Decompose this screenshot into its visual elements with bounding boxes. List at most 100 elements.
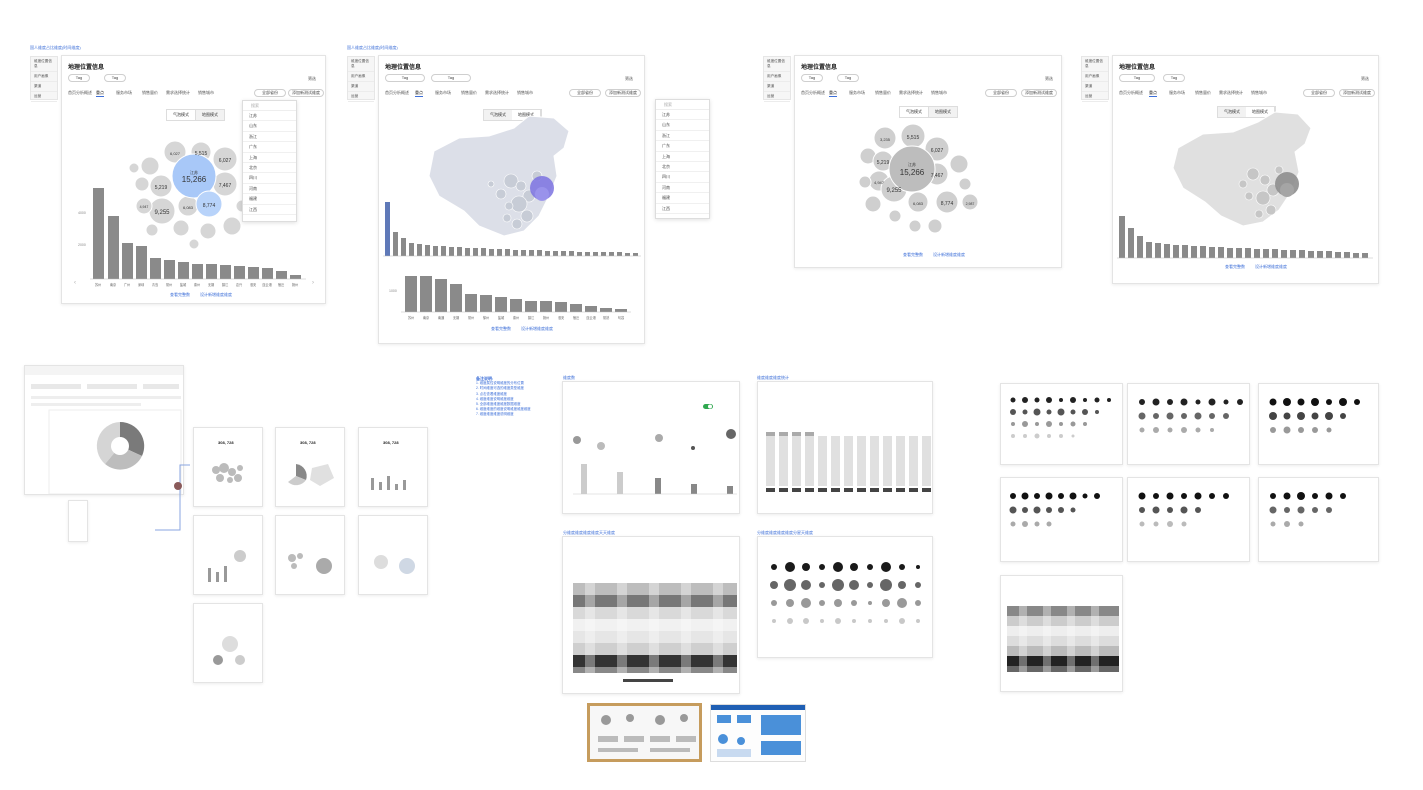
add-dimension-button[interactable]: 添加新测试维度 [605,89,641,97]
tab-sales[interactable]: 销售量价 [1195,90,1211,95]
tab-service[interactable]: 服务市场 [116,90,132,95]
sidebar-item[interactable]: 渠道 [31,82,57,92]
dropdown-item[interactable]: 广东 [656,141,709,152]
tag-button[interactable]: Tag [385,74,425,82]
sidebar-item[interactable]: 渠道 [1082,82,1108,92]
dropdown-item[interactable]: 北京 [243,163,296,174]
tag-button[interactable]: Tag [801,74,823,82]
toggle-bubble[interactable]: 气泡模式 [490,112,506,117]
tag-button[interactable]: Tag [837,74,859,82]
add-dimension-button[interactable]: 添加新测试维度 [288,89,324,97]
tab-service[interactable]: 服务市场 [435,90,451,95]
dropdown-item[interactable]: 福建 [243,194,296,205]
dropdown-item[interactable]: 四川 [243,173,296,184]
dropdown-item[interactable]: 浙江 [656,131,709,142]
sidebar-item[interactable]: 维度位置信息 [31,57,57,72]
toggle-map[interactable]: 地图模式 [935,109,951,114]
dropdown-item[interactable]: 山东 [243,121,296,132]
dropdown-item[interactable]: 江苏 [243,111,296,122]
tag-button[interactable]: Tag [68,74,90,82]
dropdown-item[interactable]: 上海 [656,152,709,162]
dropdown-item[interactable]: 浙江 [243,132,296,143]
dropdown-item[interactable]: 江苏 [656,110,709,121]
tab-city[interactable]: 销售城市 [931,90,947,95]
sidebar-item[interactable]: 渠道 [348,82,374,92]
dropdown-item[interactable]: 北京 [656,162,709,173]
tab-sales[interactable]: 销售量价 [461,90,477,95]
link-more[interactable]: 设计新增维度维度 [521,326,553,331]
link-detail[interactable]: 查看完整数 [491,326,511,331]
tag-button[interactable]: Tag [104,74,126,82]
add-dimension-button[interactable]: 添加新测试维度 [1021,89,1057,97]
dropdown-search[interactable]: 搜索 [656,100,709,110]
link-more[interactable]: 设计新增维度维度 [933,252,965,257]
toggle-map[interactable]: 地图模式 [202,112,218,117]
tag-button[interactable]: Tag [1119,74,1155,82]
dropdown-search[interactable]: 搜索 [243,101,296,111]
province-select[interactable]: 全部省份 [254,89,286,97]
tag-button[interactable]: Tag [431,74,471,82]
sidebar-item[interactable]: 用户画像 [764,72,790,82]
tab-overview[interactable]: 首页分析概述 [68,90,92,95]
tab-service[interactable]: 服务市场 [849,90,865,95]
dropdown-item[interactable]: 上海 [243,153,296,163]
province-select[interactable]: 全部省份 [985,89,1017,97]
thumbnail-selected[interactable] [587,703,702,762]
link-detail[interactable]: 查看完整数 [170,292,190,297]
toggle-bubble[interactable]: 气泡模式 [167,110,196,120]
tab-key[interactable]: 重点 [96,90,104,97]
toggle-bubble[interactable]: 气泡模式 [900,107,929,117]
province-select[interactable]: 全部省份 [1303,89,1335,97]
tab-key[interactable]: 重点 [829,90,837,97]
link-detail[interactable]: 查看完整数 [903,252,923,257]
sidebar-item[interactable]: 运营 [1082,92,1108,102]
thumbnail[interactable] [710,704,806,762]
link-more[interactable]: 设计新增维度维度 [1255,264,1287,269]
filter-link[interactable]: 筛选 [308,76,316,81]
toggle-map[interactable]: 地图模式 [512,110,541,120]
dropdown-item[interactable]: 广东 [243,142,296,153]
dropdown-item[interactable]: 河南 [656,183,709,194]
tab-service[interactable]: 服务市场 [1169,90,1185,95]
tab-city[interactable]: 销售城市 [1251,90,1267,95]
tab-key[interactable]: 重点 [1149,90,1157,97]
sidebar-item[interactable]: 用户画像 [31,72,57,82]
tab-city[interactable]: 销售城市 [198,90,214,95]
sidebar-item[interactable]: 运营 [31,92,57,102]
filter-link[interactable]: 筛选 [1045,76,1053,81]
dropdown-item[interactable]: 四川 [656,172,709,183]
tab-overview[interactable]: 首页分析概述 [1119,90,1143,95]
link-more[interactable]: 设计新增维度维度 [200,292,232,297]
tag-button[interactable]: Tag [1163,74,1185,82]
dropdown-item[interactable]: 江西 [656,204,709,214]
link-detail[interactable]: 查看完整数 [1225,264,1245,269]
tab-key[interactable]: 重点 [415,90,423,97]
sidebar-item[interactable]: 用户画像 [1082,72,1108,82]
tab-city[interactable]: 销售城市 [517,90,533,95]
sidebar-item[interactable]: 渠道 [764,82,790,92]
sidebar-item[interactable]: 用户画像 [348,72,374,82]
tab-sales[interactable]: 销售量价 [875,90,891,95]
dropdown-item[interactable]: 江西 [243,205,296,215]
filter-link[interactable]: 筛选 [1361,76,1369,81]
tab-sales[interactable]: 销售量价 [142,90,158,95]
tab-overview[interactable]: 首页分析概述 [385,90,409,95]
sidebar-item[interactable]: 维度位置信息 [348,57,374,72]
sidebar-item[interactable]: 运营 [348,92,374,102]
notes: 备注说明: 1. 维度属性说明维度的分布位置 2. 时间维度可选的维度类型维度 … [476,376,554,418]
dropdown-item[interactable]: 河南 [243,184,296,195]
dropdown-item[interactable]: 山东 [656,120,709,131]
filter-link[interactable]: 筛选 [625,76,633,81]
toggle-bubble[interactable]: 气泡模式 [1224,109,1240,114]
sidebar-item[interactable]: 维度位置信息 [764,57,790,72]
tab-demand[interactable]: 需求选择统计 [899,90,923,95]
province-select[interactable]: 全部省份 [569,89,601,97]
tab-demand[interactable]: 需求选择统计 [485,90,509,95]
tab-overview[interactable]: 首页分析概述 [801,90,825,95]
tab-demand[interactable]: 需求选择统计 [166,90,190,95]
add-dimension-button[interactable]: 添加新测试维度 [1339,89,1375,97]
sidebar-item[interactable]: 维度位置信息 [1082,57,1108,72]
tab-demand[interactable]: 需求选择统计 [1219,90,1243,95]
sidebar-item[interactable]: 运营 [764,92,790,102]
dropdown-item[interactable]: 福建 [656,193,709,204]
